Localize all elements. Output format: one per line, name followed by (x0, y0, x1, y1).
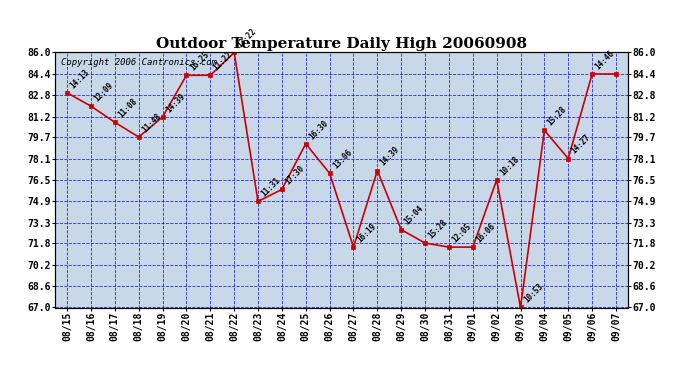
Title: Outdoor Temperature Daily High 20060908: Outdoor Temperature Daily High 20060908 (156, 38, 527, 51)
Text: 10:18: 10:18 (498, 154, 521, 177)
Text: 11:31: 11:31 (259, 176, 282, 199)
Text: 16:06: 16:06 (474, 222, 497, 245)
Text: Copyright 2006 Cantronics.com: Copyright 2006 Cantronics.com (61, 58, 217, 67)
Text: 16:30: 16:30 (307, 118, 330, 141)
Text: 15:28: 15:28 (546, 105, 569, 128)
Text: 14:46: 14:46 (593, 48, 616, 71)
Text: 12:09: 12:09 (92, 81, 115, 104)
Text: 14:39: 14:39 (164, 92, 187, 114)
Text: 16:19: 16:19 (355, 222, 377, 245)
Text: 14:39: 14:39 (379, 145, 402, 168)
Text: 11:48: 11:48 (140, 111, 163, 134)
Text: 13:06: 13:06 (331, 148, 354, 171)
Text: 17:30: 17:30 (284, 164, 306, 187)
Text: 10:53: 10:53 (522, 282, 544, 305)
Text: 15:04: 15:04 (402, 204, 425, 227)
Text: 15:28: 15:28 (426, 217, 449, 240)
Text: 12:05: 12:05 (451, 222, 473, 245)
Text: 11:22: 11:22 (212, 50, 235, 72)
Text: 14:27: 14:27 (570, 133, 592, 156)
Text: 11:08: 11:08 (116, 97, 139, 120)
Text: 14:13: 14:13 (68, 67, 91, 90)
Text: 13:22: 13:22 (235, 27, 258, 50)
Text: 16:25: 16:25 (188, 50, 210, 72)
